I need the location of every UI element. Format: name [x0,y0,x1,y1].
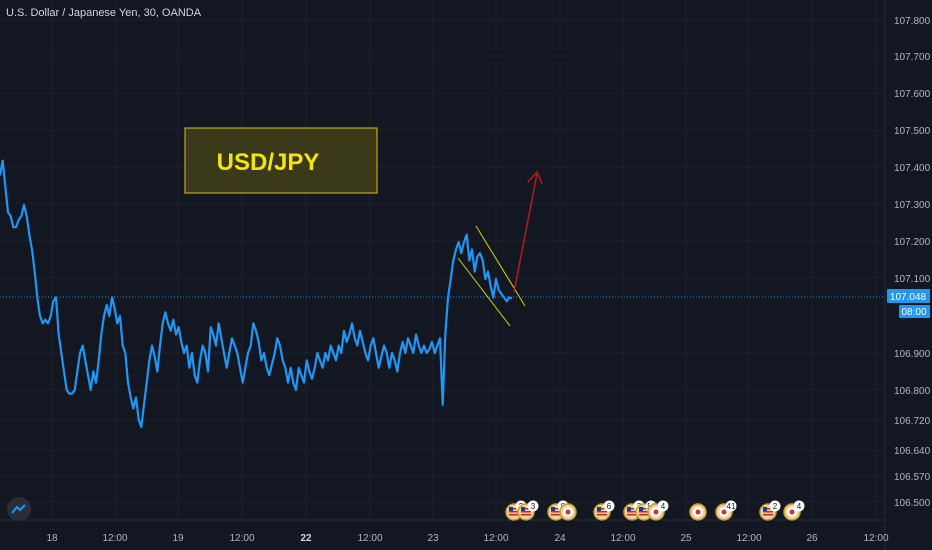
price-tick-label: 106.800 [894,386,931,397]
japan-flag-icon[interactable]: 4 [783,500,805,521]
time-axis [0,520,885,550]
time-tick-label: 12:00 [229,533,254,544]
annotation-box[interactable] [184,127,378,194]
price-tick-label: 107.600 [894,89,931,100]
current-price-badge [887,289,930,303]
event-count-label: 41 [727,502,736,511]
price-axis[interactable] [885,0,932,550]
time-tick-label: 18 [46,533,58,544]
time-tick-label: 12:00 [863,533,888,544]
current-price-label: 107.048 [890,292,927,303]
event-count-label: 4 [797,502,802,511]
tradingview-logo-icon [11,504,26,514]
price-tick-label: 106.570 [894,472,931,483]
price-tick-label: 106.640 [894,446,931,457]
countdown-label: 08:00 [901,307,926,318]
price-tick-label: 107.100 [894,274,931,285]
event-count-label: 2 [773,502,778,511]
japan-flag-icon[interactable] [689,503,707,521]
us-flag-icon[interactable]: 3 [517,500,539,521]
japan-flag-icon[interactable] [559,503,577,521]
price-tick-label: 106.900 [894,349,931,360]
event-count-label: 3 [531,502,536,511]
japan-flag-icon[interactable]: 41 [715,500,737,521]
time-tick-label: 12:00 [736,533,761,544]
chart-title: U.S. Dollar / Japanese Yen, 30, OANDA [6,7,202,19]
price-ticks: 107.800 107.700 107.600 107.500 107.400 107.3… [894,16,931,509]
grid-lines [0,0,885,520]
forecast-arrow-head [527,170,543,185]
time-tick-label: 19 [172,533,184,544]
channel-upper-line[interactable] [475,225,526,307]
time-tick-label: 12:00 [483,533,508,544]
time-ticks: 18 12:00 19 12:00 22 12:00 23 12:00 24 12:00 25 12:… [46,533,889,544]
forecast-arrow-line[interactable] [513,173,538,293]
time-tick-label: 12:00 [102,533,127,544]
annotation-label: USD/JPY [217,149,320,176]
price-tick-label: 107.500 [894,126,931,137]
us-flag-icon[interactable]: 6 [593,500,615,521]
price-series-line [0,159,513,429]
price-tick-label: 106.500 [894,498,931,509]
price-tick-label: 107.300 [894,200,931,211]
channel-lower-line[interactable] [457,257,511,327]
tradingview-logo-button[interactable] [7,497,31,521]
event-count-label: 4 [661,502,666,511]
time-tick-label: 25 [680,533,692,544]
time-tick-label: 22 [300,533,312,544]
economic-events[interactable]: 238631444124 [505,500,805,521]
time-tick-label: 23 [427,533,439,544]
price-tick-label: 107.700 [894,52,931,63]
time-tick-label: 24 [554,533,566,544]
japan-flag-icon[interactable]: 4 [647,500,669,521]
price-tick-label: 107.400 [894,163,931,174]
price-tick-label: 107.800 [894,16,931,27]
time-tick-label: 26 [806,533,818,544]
price-tick-label: 106.720 [894,416,931,427]
time-tick-label: 12:00 [357,533,382,544]
event-count-label: 6 [607,502,612,511]
time-tick-label: 12:00 [610,533,635,544]
countdown-badge [899,305,930,318]
us-flag-icon[interactable]: 2 [759,500,781,521]
price-tick-label: 107.200 [894,237,931,248]
